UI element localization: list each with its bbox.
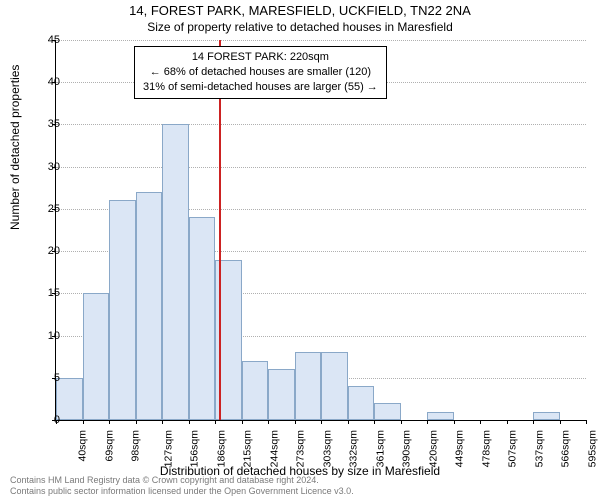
x-tick-label: 420sqm — [427, 430, 439, 467]
x-tick-label: 566sqm — [559, 430, 571, 467]
footer-text: Contains HM Land Registry data © Crown c… — [10, 475, 354, 497]
x-tick-mark — [295, 420, 296, 424]
y-tick-label: 25 — [20, 203, 60, 215]
annot-line1: 14 FOREST PARK: 220sqm — [143, 50, 378, 65]
x-tick-mark — [348, 420, 349, 424]
x-tick-mark — [454, 420, 455, 424]
footer-line1: Contains HM Land Registry data © Crown c… — [10, 475, 354, 486]
y-tick-label: 15 — [20, 287, 60, 299]
x-tick-mark — [427, 420, 428, 424]
x-tick-mark — [136, 420, 137, 424]
histogram-bar — [427, 412, 454, 420]
x-tick-mark — [533, 420, 534, 424]
y-tick-label: 20 — [20, 245, 60, 257]
histogram-bar — [109, 200, 136, 420]
y-tick-label: 10 — [20, 330, 60, 342]
x-tick-label: 156sqm — [188, 430, 200, 467]
histogram-bar — [189, 217, 216, 420]
y-tick-label: 0 — [20, 414, 60, 426]
x-tick-mark — [268, 420, 269, 424]
x-tick-label: 595sqm — [586, 430, 598, 467]
x-tick-label: 478sqm — [480, 430, 492, 467]
y-tick-label: 5 — [20, 372, 60, 384]
x-tick-mark — [480, 420, 481, 424]
chart-title-sub: Size of property relative to detached ho… — [0, 20, 600, 34]
y-tick-label: 30 — [20, 161, 60, 173]
histogram-bar — [162, 124, 189, 420]
histogram-bar — [295, 352, 322, 420]
x-tick-label: 69sqm — [103, 430, 115, 462]
x-tick-label: 127sqm — [162, 430, 174, 467]
x-tick-mark — [83, 420, 84, 424]
gridline — [56, 40, 586, 41]
histogram-bar — [268, 369, 295, 420]
chart-container: 14, FOREST PARK, MARESFIELD, UCKFIELD, T… — [0, 0, 600, 500]
x-tick-label: 273sqm — [294, 430, 306, 467]
histogram-bar — [321, 352, 348, 420]
y-tick-label: 45 — [20, 34, 60, 46]
histogram-bar — [348, 386, 375, 420]
x-tick-label: 449sqm — [453, 430, 465, 467]
gridline — [56, 167, 586, 168]
x-tick-mark — [586, 420, 587, 424]
x-tick-mark — [560, 420, 561, 424]
x-tick-mark — [162, 420, 163, 424]
x-tick-mark — [401, 420, 402, 424]
y-tick-label: 40 — [20, 76, 60, 88]
x-tick-label: 361sqm — [374, 430, 386, 467]
x-tick-mark — [321, 420, 322, 424]
x-tick-mark — [109, 420, 110, 424]
x-tick-label: 215sqm — [241, 430, 253, 467]
x-tick-mark — [189, 420, 190, 424]
histogram-bar — [242, 361, 269, 420]
x-tick-label: 98sqm — [130, 430, 142, 462]
histogram-bar — [136, 192, 163, 420]
chart-title-main: 14, FOREST PARK, MARESFIELD, UCKFIELD, T… — [0, 3, 600, 18]
gridline — [56, 124, 586, 125]
x-tick-label: 332sqm — [347, 430, 359, 467]
x-tick-label: 537sqm — [533, 430, 545, 467]
plot-area: 14 FOREST PARK: 220sqm← 68% of detached … — [55, 40, 586, 421]
footer-line2: Contains public sector information licen… — [10, 486, 354, 497]
x-tick-mark — [374, 420, 375, 424]
x-tick-label: 507sqm — [506, 430, 518, 467]
x-tick-label: 40sqm — [77, 430, 89, 462]
x-tick-label: 390sqm — [400, 430, 412, 467]
annot-line3: 31% of semi-detached houses are larger (… — [143, 80, 378, 95]
x-tick-label: 303sqm — [321, 430, 333, 467]
x-tick-label: 186sqm — [215, 430, 227, 467]
x-tick-mark — [215, 420, 216, 424]
x-tick-mark — [507, 420, 508, 424]
x-tick-mark — [242, 420, 243, 424]
histogram-bar — [83, 293, 110, 420]
y-tick-label: 35 — [20, 118, 60, 130]
histogram-bar — [374, 403, 401, 420]
histogram-bar — [533, 412, 560, 420]
annotation-box: 14 FOREST PARK: 220sqm← 68% of detached … — [134, 46, 387, 99]
annot-line2: ← 68% of detached houses are smaller (12… — [143, 65, 378, 80]
x-tick-label: 244sqm — [268, 430, 280, 467]
